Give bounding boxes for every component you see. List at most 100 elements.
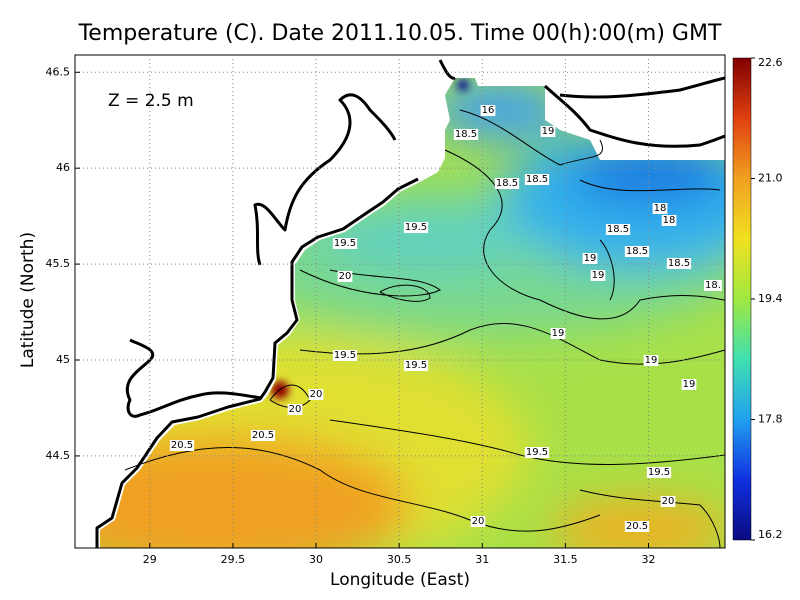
contour-label-text: 19 — [584, 253, 597, 264]
contour-label: 20 — [308, 389, 324, 400]
y-tick-label: 46.5 — [46, 65, 71, 78]
contour-label-text: 20.5 — [252, 430, 274, 441]
chart-title: Temperature (C). Date 2011.10.05. Time 0… — [78, 21, 722, 46]
contour-label-bg — [332, 350, 358, 361]
y-tick-label: 45.5 — [46, 257, 71, 270]
contour-label: 18.5 — [453, 129, 479, 140]
contour-label-text: 20 — [339, 271, 352, 282]
contour-label-bg — [524, 174, 550, 185]
colorbar-tick-label: 17.8 — [758, 413, 783, 426]
y-tick-label: 44.5 — [46, 449, 71, 462]
contour-label-bg — [605, 224, 631, 235]
contour-label-text: 18.5 — [455, 129, 477, 140]
contour-label: 18.5 — [524, 174, 550, 185]
colorbar-tick-label: 16.2 — [758, 528, 783, 541]
contour-label-bg — [403, 360, 429, 371]
x-tick-label: 31 — [475, 553, 489, 566]
contour-label-bg — [624, 246, 650, 257]
x-tick-label: 30 — [309, 553, 323, 566]
contour-label-text: 18 — [654, 203, 667, 214]
contour-label: 20 — [337, 271, 353, 282]
contour-label: 20 — [287, 404, 303, 415]
contour-label-bg — [169, 440, 195, 451]
y-axis-label: Latitude (North) — [18, 232, 38, 368]
contour-label-bg — [661, 215, 677, 226]
contour-label-text: 20 — [310, 389, 323, 400]
contour-label-bg — [646, 467, 672, 478]
contour-label: 20 — [660, 496, 676, 507]
contour-label-bg — [681, 379, 697, 390]
contour-label-bg — [540, 126, 556, 137]
contour-label-text: 20 — [662, 496, 675, 507]
contour-label-text: 19 — [552, 328, 565, 339]
contour-label-bg — [660, 496, 676, 507]
contour-label-text: 18.5 — [626, 246, 648, 257]
x-tick-label: 32 — [642, 553, 656, 566]
contour-label-bg — [453, 129, 479, 140]
contour-label: 19.5 — [403, 360, 429, 371]
contour-label: 18.5 — [605, 224, 631, 235]
contour-label-text: 19 — [542, 126, 555, 137]
contour-label-bg — [308, 389, 324, 400]
contour-label: 20.5 — [624, 521, 650, 532]
contour-label: 19 — [590, 270, 606, 281]
x-tick-label: 29 — [143, 553, 157, 566]
contour-label: 19 — [681, 379, 697, 390]
contour-label-text: 20.5 — [171, 440, 193, 451]
contour-label: 19.5 — [332, 238, 358, 249]
colorbar-tick-label: 19.4 — [758, 292, 783, 305]
contour-label-bg — [643, 355, 659, 366]
contour-label: 19.5 — [524, 447, 550, 458]
contour-label-bg — [590, 270, 606, 281]
contour-label: 18 — [661, 215, 677, 226]
contour-label-bg — [550, 328, 566, 339]
contour-label-bg — [332, 238, 358, 249]
contour-label-text: 20.5 — [626, 521, 648, 532]
contour-label-text: 19 — [592, 270, 605, 281]
contour-label: 19 — [550, 328, 566, 339]
coastline — [95, 59, 726, 548]
contour-label-bg — [337, 271, 353, 282]
contour-label-text: 18. — [705, 280, 721, 291]
x-axis-label: Longitude (East) — [330, 570, 470, 590]
contour-label: 19 — [540, 126, 556, 137]
contour-label-text: 19.5 — [405, 222, 427, 233]
contour-label: 18 — [652, 203, 668, 214]
contour-label: 19 — [582, 253, 598, 264]
contour-label-text: 18.5 — [496, 178, 518, 189]
contour-label-bg — [524, 447, 550, 458]
contour-label-bg — [666, 258, 692, 269]
contour-label-text: 18.5 — [607, 224, 629, 235]
y-tick-label: 45 — [56, 353, 70, 366]
contour-label-bg — [287, 404, 303, 415]
colorbar — [732, 57, 752, 541]
contour-label-bg — [494, 178, 520, 189]
contour-label-text: 19.5 — [334, 238, 356, 249]
contour-label: 18.5 — [494, 178, 520, 189]
contour-label-text: 20 — [289, 404, 302, 415]
contour-label-text: 20 — [472, 516, 485, 527]
contour-label: 20.5 — [169, 440, 195, 451]
contour-label-text: 19.5 — [405, 360, 427, 371]
contour-label: 18. — [704, 280, 722, 291]
contour-label-bg — [582, 253, 598, 264]
contour-label-bg — [470, 516, 486, 527]
contour-label: 18.5 — [666, 258, 692, 269]
contour-label-bg — [624, 521, 650, 532]
contour-label: 19.5 — [403, 222, 429, 233]
contour-label: 20 — [470, 516, 486, 527]
contour-label: 20.5 — [250, 430, 276, 441]
colorbar-tick-label: 22.6 — [758, 56, 783, 69]
plot-frame — [74, 54, 726, 549]
x-tick-label: 30.5 — [387, 553, 412, 566]
contour-label-text: 18 — [663, 215, 676, 226]
y-tick-label: 46 — [56, 161, 70, 174]
contour-lines — [124, 109, 726, 549]
contour-label-bg — [250, 430, 276, 441]
contour-label-text: 19 — [683, 379, 696, 390]
contour-label-text: 18.5 — [526, 174, 548, 185]
contour-label-text: 19 — [645, 355, 658, 366]
x-tick-label: 31.5 — [553, 553, 578, 566]
contour-label: 18.5 — [624, 246, 650, 257]
